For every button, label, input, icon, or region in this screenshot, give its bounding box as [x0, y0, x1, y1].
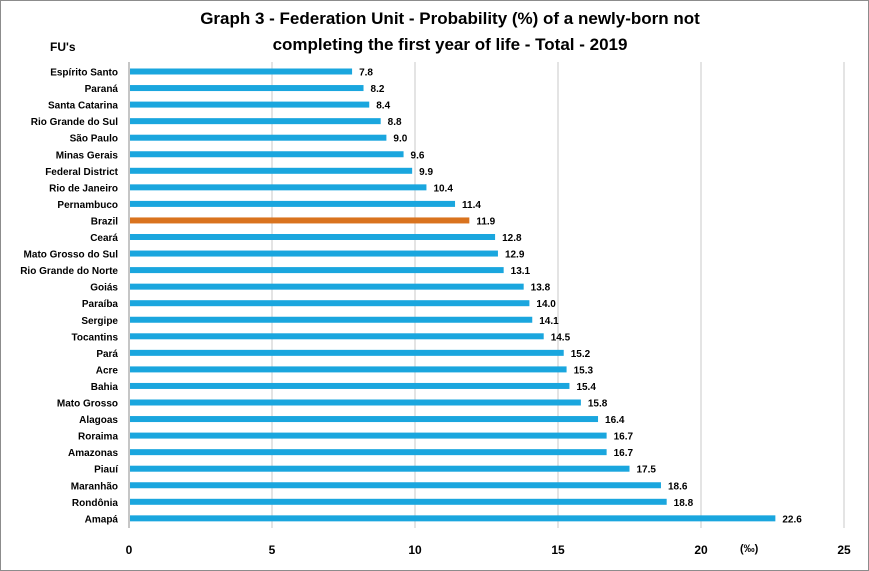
y-tick-label: Espírito Santo [50, 68, 118, 79]
data-label: 14.1 [539, 316, 559, 327]
bar [130, 465, 630, 472]
data-label: 14.0 [536, 299, 556, 310]
bar [130, 101, 370, 108]
bar [130, 432, 607, 439]
bar [130, 151, 404, 158]
bar [130, 300, 530, 307]
bar [130, 482, 661, 489]
data-label: 16.4 [605, 415, 625, 426]
bar [130, 85, 364, 92]
bar [130, 234, 496, 240]
y-tick-label: Rio Grande do Norte [20, 266, 118, 277]
data-label: 15.8 [588, 399, 608, 410]
data-label: 22.6 [782, 514, 802, 525]
y-tick-label: Minas Gerais [56, 150, 119, 161]
bar [130, 416, 599, 423]
data-label: 17.5 [637, 465, 657, 476]
x-tick-label: 20 [694, 543, 708, 557]
y-tick-label: Rio Grande do Sul [31, 117, 118, 128]
y-axis-label: FU's [50, 40, 76, 54]
y-tick-label: Rondônia [72, 498, 119, 509]
y-tick-label: Piauí [94, 465, 119, 476]
data-label: 8.2 [371, 84, 385, 95]
bar [130, 118, 381, 125]
y-tick-label: Paraíba [82, 299, 119, 310]
bar [130, 399, 581, 406]
bar [130, 134, 387, 141]
data-label: 8.4 [376, 101, 390, 112]
y-tick-label: Mato Grosso do Sul [24, 250, 119, 261]
data-label: 12.8 [502, 233, 522, 244]
y-tick-label: Pernambuco [57, 200, 118, 211]
data-label: 13.8 [531, 283, 551, 294]
y-tick-label: Tocantins [72, 332, 119, 343]
data-label: 7.8 [359, 68, 373, 79]
data-label: 9.6 [411, 150, 425, 161]
data-label: 18.8 [674, 498, 694, 509]
y-tick-label: Brazil [91, 216, 118, 227]
data-label: 8.8 [388, 117, 402, 128]
bar [130, 382, 570, 389]
y-tick-label: Alagoas [79, 415, 118, 426]
y-tick-label: Pará [96, 349, 118, 360]
x-unit-label: (‰) [740, 543, 759, 555]
x-tick-label: 5 [269, 543, 276, 557]
bar [130, 283, 524, 290]
data-label: 11.9 [476, 216, 495, 227]
y-tick-label: Acre [96, 365, 119, 376]
chart-title-line-2: completing the first year of life - Tota… [272, 35, 628, 54]
data-label: 15.3 [574, 365, 594, 376]
bar [130, 250, 498, 257]
y-tick-label: Ceará [90, 233, 118, 244]
x-tick-label: 10 [408, 543, 422, 557]
bar [130, 349, 564, 356]
bar [130, 316, 533, 323]
y-tick-label: Roraima [78, 432, 118, 443]
y-tick-label: Amazonas [68, 448, 118, 459]
data-label: 15.4 [576, 382, 596, 393]
bar [130, 184, 427, 191]
bar [130, 333, 544, 340]
y-tick-label: Mato Grosso [57, 399, 118, 410]
y-tick-label: Bahia [91, 382, 119, 393]
y-tick-label: Amapá [85, 514, 119, 525]
bar [130, 449, 607, 456]
data-label: 18.6 [668, 481, 688, 492]
y-tick-label: Maranhão [71, 481, 118, 492]
bar [130, 498, 667, 505]
data-label: 16.7 [614, 448, 634, 459]
bar [130, 167, 413, 174]
x-tick-label: 15 [551, 543, 565, 557]
y-tick-label: Paraná [85, 84, 119, 95]
y-tick-label: São Paulo [70, 134, 118, 145]
y-tick-label: Federal District [45, 167, 118, 178]
data-label: 16.7 [614, 432, 634, 443]
y-tick-label: Goiás [90, 283, 118, 294]
chart-title-line-1: Graph 3 - Federation Unit - Probability … [200, 9, 700, 28]
data-label: 11.4 [462, 200, 481, 211]
bar [130, 68, 353, 75]
y-tick-label: Rio de Janeiro [49, 183, 118, 194]
bar [130, 200, 456, 207]
data-label: 15.2 [571, 349, 591, 360]
y-tick-label: Santa Catarina [48, 101, 118, 112]
data-label: 9.9 [419, 167, 433, 178]
data-label: 13.1 [511, 266, 531, 277]
data-label: 14.5 [551, 332, 571, 343]
bar [130, 267, 504, 274]
data-label: 12.9 [505, 250, 525, 261]
bar [130, 515, 776, 522]
data-label: 9.0 [393, 134, 407, 145]
x-tick-label: 0 [126, 543, 133, 557]
y-tick-label: Sergipe [81, 316, 118, 327]
bar [130, 366, 567, 373]
bar [130, 217, 470, 224]
data-label: 10.4 [433, 183, 453, 194]
x-tick-label: 25 [837, 543, 851, 557]
